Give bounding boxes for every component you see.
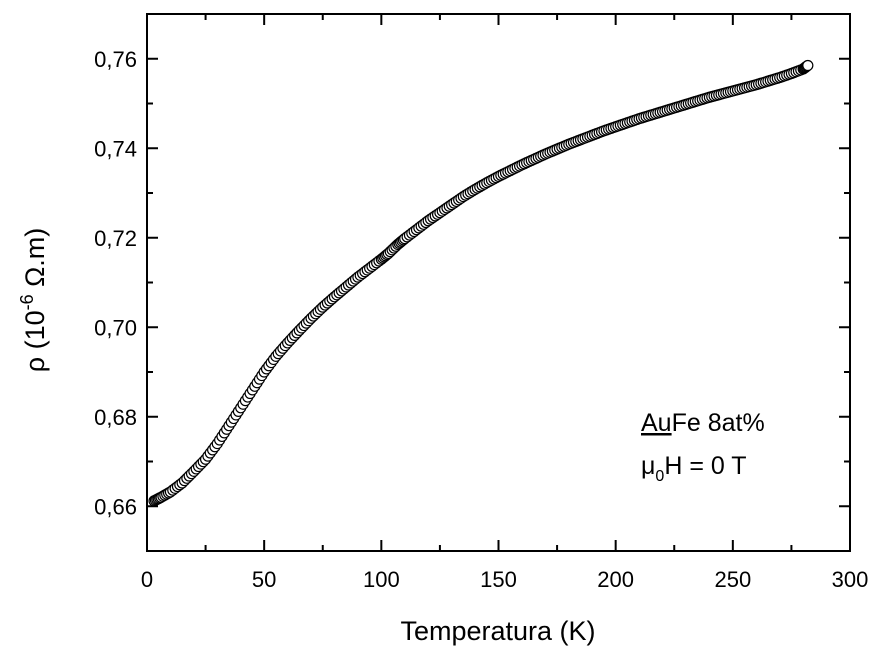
annotation-sample-underlined: Au (641, 409, 672, 437)
x-tick-label: 250 (714, 567, 751, 592)
annotation-field-rest: H = 0 T (664, 452, 746, 480)
data-points (148, 59, 814, 507)
x-tick-label: 200 (597, 567, 634, 592)
y-tick-label: 0,72 (94, 226, 137, 251)
x-tick-label: 300 (832, 567, 869, 592)
y-axis-title-exponent: -6 (17, 294, 37, 310)
y-tick-label: 0,76 (94, 47, 137, 72)
annotation-field: μ0H = 0 T (641, 452, 747, 485)
y-axis-title: ρ (10-6 Ω.m) (17, 228, 50, 373)
x-tick-label: 50 (252, 567, 276, 592)
x-tick-label: 150 (480, 567, 517, 592)
annotation-field-mu: μ (641, 452, 655, 480)
x-tick-label: 0 (141, 567, 153, 592)
y-tick-label: 0,66 (94, 494, 137, 519)
y-tick-label: 0,74 (94, 136, 137, 161)
y-axis-title-suffix: Ω.m) (20, 228, 50, 295)
data-point (802, 59, 814, 72)
tick-labels: 0 50 100 150 200 250 300 0,66 0,68 0,70 0,72 0,74 0,… (94, 47, 868, 592)
y-tick-label: 0,68 (94, 405, 137, 430)
annotation-sample-rest: Fe 8at% (672, 409, 765, 437)
x-axis-title: Temperatura (K) (400, 616, 595, 646)
annotation-field-sub: 0 (655, 468, 664, 485)
y-axis-title-prefix: ρ (10 (20, 310, 50, 372)
x-tick-label: 100 (363, 567, 400, 592)
annotation-sample: AuFe 8at% (641, 409, 765, 437)
axis-ticks (146, 13, 851, 552)
y-tick-label: 0,70 (94, 315, 137, 340)
